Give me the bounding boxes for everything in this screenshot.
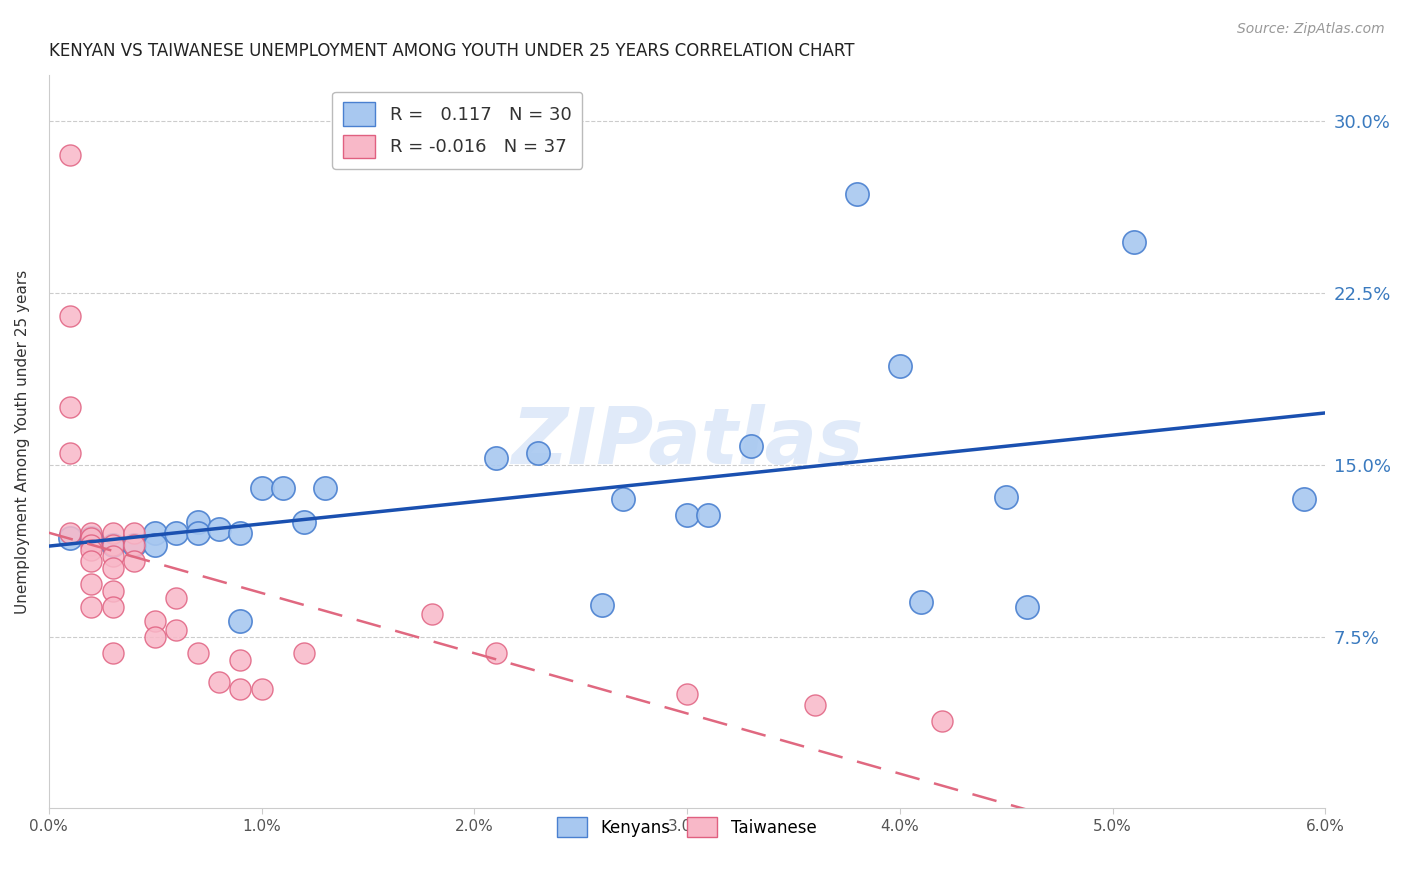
Point [165, 591, 187, 605]
Point [484, 450, 506, 465]
Point [697, 508, 720, 523]
Point [80, 542, 103, 557]
Point [292, 515, 315, 529]
Point [165, 623, 187, 637]
Point [292, 646, 315, 660]
Point [122, 526, 145, 541]
Point [229, 614, 252, 628]
Point [122, 554, 145, 568]
Point [910, 595, 932, 609]
Point [101, 583, 124, 598]
Point [803, 698, 825, 713]
Point [846, 187, 869, 202]
Point [80, 554, 103, 568]
Point [484, 646, 506, 660]
Point [676, 687, 699, 701]
Point [59, 309, 82, 323]
Point [143, 614, 166, 628]
Point [1017, 599, 1039, 614]
Text: ZIPatlas: ZIPatlas [510, 404, 863, 480]
Point [80, 599, 103, 614]
Point [1122, 235, 1144, 250]
Point [101, 538, 124, 552]
Point [101, 538, 124, 552]
Point [80, 577, 103, 591]
Point [59, 148, 82, 162]
Point [143, 630, 166, 644]
Point [229, 652, 252, 666]
Point [187, 646, 209, 660]
Point [208, 522, 231, 536]
Point [80, 531, 103, 545]
Point [420, 607, 443, 621]
Point [122, 538, 145, 552]
Point [314, 481, 336, 495]
Text: Source: ZipAtlas.com: Source: ZipAtlas.com [1237, 22, 1385, 37]
Point [527, 446, 550, 460]
Point [80, 526, 103, 541]
Legend: Kenyans, Taiwanese: Kenyans, Taiwanese [551, 811, 824, 844]
Point [271, 481, 294, 495]
Point [250, 682, 273, 697]
Text: KENYAN VS TAIWANESE UNEMPLOYMENT AMONG YOUTH UNDER 25 YEARS CORRELATION CHART: KENYAN VS TAIWANESE UNEMPLOYMENT AMONG Y… [49, 42, 855, 60]
Point [676, 508, 699, 523]
Point [59, 446, 82, 460]
Point [187, 526, 209, 541]
Point [889, 359, 911, 374]
Point [250, 481, 273, 495]
Point [122, 538, 145, 552]
Point [80, 538, 103, 552]
Point [612, 492, 634, 507]
Point [101, 526, 124, 541]
Point [208, 675, 231, 690]
Point [101, 599, 124, 614]
Point [187, 515, 209, 529]
Point [931, 714, 953, 729]
Point [59, 401, 82, 415]
Point [101, 646, 124, 660]
Point [143, 538, 166, 552]
Point [101, 561, 124, 575]
Point [995, 490, 1018, 504]
Point [229, 682, 252, 697]
Point [229, 526, 252, 541]
Point [591, 598, 613, 612]
Y-axis label: Unemployment Among Youth under 25 years: Unemployment Among Youth under 25 years [15, 269, 30, 614]
Point [1292, 492, 1315, 507]
Point [59, 531, 82, 545]
Point [59, 526, 82, 541]
Point [165, 526, 187, 541]
Point [143, 526, 166, 541]
Point [101, 549, 124, 564]
Point [80, 531, 103, 545]
Point [740, 439, 762, 453]
